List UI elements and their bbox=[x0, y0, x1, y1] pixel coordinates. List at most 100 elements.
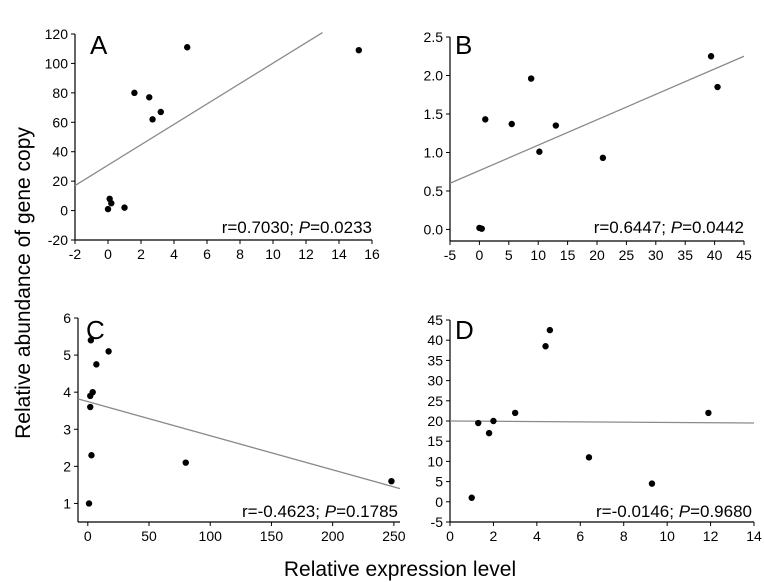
y-tick-label: 0 bbox=[435, 494, 443, 510]
data-point bbox=[599, 154, 607, 162]
data-point bbox=[536, 148, 543, 155]
data-point bbox=[108, 200, 115, 207]
y-tick-label: 2 bbox=[63, 458, 71, 474]
data-point bbox=[88, 452, 95, 459]
y-tick-label: 120 bbox=[45, 26, 69, 42]
data-point bbox=[705, 409, 712, 417]
correlation-stat: r=0.6447; P=0.0442 bbox=[594, 218, 744, 237]
y-tick-label: -20 bbox=[48, 232, 68, 248]
data-point bbox=[105, 348, 112, 355]
y-tick-label: 30 bbox=[427, 373, 443, 389]
x-tick-label: -2 bbox=[69, 246, 82, 262]
data-point bbox=[648, 480, 656, 487]
y-tick-label: 40 bbox=[52, 144, 68, 160]
y-tick-label: 0.5 bbox=[424, 183, 444, 199]
x-tick-label: 14 bbox=[331, 246, 347, 262]
x-tick-label: 16 bbox=[364, 246, 380, 262]
regression-line bbox=[449, 420, 755, 424]
x-tick-label: 6 bbox=[203, 246, 211, 262]
data-point bbox=[131, 89, 138, 97]
x-tick-label: 10 bbox=[265, 246, 281, 262]
correlation-stat: r=-0.4623; P=0.1785 bbox=[242, 502, 398, 521]
data-point bbox=[585, 454, 593, 461]
data-point bbox=[707, 53, 715, 60]
x-tick-label: 10 bbox=[659, 528, 675, 544]
data-point bbox=[149, 116, 156, 123]
x-tick-label: 10 bbox=[530, 247, 546, 263]
x-tick-label: 8 bbox=[620, 528, 628, 544]
y-tick-label: -5 bbox=[431, 514, 444, 530]
y-tick-label: 10 bbox=[427, 453, 443, 469]
x-tick-label: 6 bbox=[576, 528, 584, 544]
x-tick-label: 250 bbox=[382, 528, 406, 544]
x-tick-label: 35 bbox=[677, 247, 693, 263]
data-point bbox=[89, 388, 96, 396]
data-point bbox=[482, 116, 489, 123]
data-point bbox=[511, 409, 519, 417]
data-point bbox=[714, 83, 721, 91]
p-value: =0.0233 bbox=[310, 218, 372, 237]
data-point bbox=[546, 326, 554, 334]
y-tick-label: 1.5 bbox=[424, 106, 444, 122]
x-tick-label: 30 bbox=[648, 247, 664, 263]
x-tick-label: -5 bbox=[444, 247, 457, 263]
regression-line bbox=[77, 398, 401, 490]
panel-c: 0 50 100 150 200 250 1 2 3 4 5 6 Cr=-0.4623; P=0.178… bbox=[63, 310, 406, 544]
panel-letter: A bbox=[90, 30, 108, 60]
y-tick-label: 1.0 bbox=[424, 144, 444, 160]
x-tick-label: 4 bbox=[533, 528, 541, 544]
data-point bbox=[468, 494, 475, 501]
x-tick-label: 12 bbox=[703, 528, 719, 544]
data-point bbox=[87, 337, 95, 344]
data-point bbox=[87, 403, 94, 411]
x-tick-label: 14 bbox=[746, 528, 762, 544]
y-tick-label: 45 bbox=[427, 312, 443, 328]
data-point bbox=[552, 122, 560, 129]
x-tick-label: 45 bbox=[736, 247, 752, 263]
regression-line bbox=[74, 31, 323, 187]
correlation-stat: r=0.7030; P=0.0233 bbox=[222, 218, 372, 237]
panel-letter: C bbox=[86, 315, 105, 345]
data-point bbox=[146, 94, 153, 101]
y-tick-label: 25 bbox=[427, 393, 443, 409]
x-tick-label: 150 bbox=[260, 528, 284, 544]
x-tick-label: 0 bbox=[104, 246, 112, 262]
y-tick-label: 1 bbox=[63, 495, 71, 511]
data-point bbox=[355, 46, 362, 54]
y-tick-label: 60 bbox=[52, 114, 68, 130]
r-value: r=0.7030; bbox=[222, 218, 299, 237]
r-value: r=0.6447; bbox=[594, 218, 671, 237]
y-tick-label: 35 bbox=[427, 352, 443, 368]
y-tick-label: 3 bbox=[63, 421, 71, 437]
y-tick-label: 0 bbox=[60, 203, 68, 219]
y-tick-label: 6 bbox=[63, 310, 71, 326]
y-axis-title: Relative abundance of gene copy bbox=[12, 127, 35, 439]
x-tick-label: 2 bbox=[490, 528, 498, 544]
y-tick-label: 15 bbox=[427, 433, 443, 449]
data-point bbox=[527, 75, 535, 82]
data-point bbox=[508, 120, 515, 128]
y-tick-label: 80 bbox=[52, 85, 68, 101]
data-point bbox=[478, 225, 485, 232]
p-symbol: P bbox=[299, 218, 311, 237]
data-point bbox=[104, 205, 112, 213]
panel-letter: D bbox=[455, 315, 474, 345]
x-tick-label: 5 bbox=[505, 247, 513, 263]
x-tick-label: 8 bbox=[236, 246, 244, 262]
data-point bbox=[85, 500, 93, 507]
data-point bbox=[475, 419, 482, 427]
p-value: =0.0442 bbox=[682, 218, 744, 237]
p-symbol: P bbox=[679, 502, 691, 521]
y-tick-label: 40 bbox=[427, 332, 443, 348]
r-value: r=-0.0146; bbox=[596, 502, 679, 521]
panel-b: -5 0 5 10 15 20 25 30 35 40 45 0.0 0.5 1.0 1.5 2.0 2.5 Br… bbox=[424, 29, 752, 263]
x-axis-title: Relative expression level bbox=[284, 558, 516, 581]
y-tick-label: 2.0 bbox=[424, 67, 444, 83]
panel-letter: B bbox=[455, 30, 472, 60]
data-point bbox=[93, 361, 100, 368]
x-tick-label: 12 bbox=[298, 246, 314, 262]
p-value: =0.1785 bbox=[336, 502, 398, 521]
